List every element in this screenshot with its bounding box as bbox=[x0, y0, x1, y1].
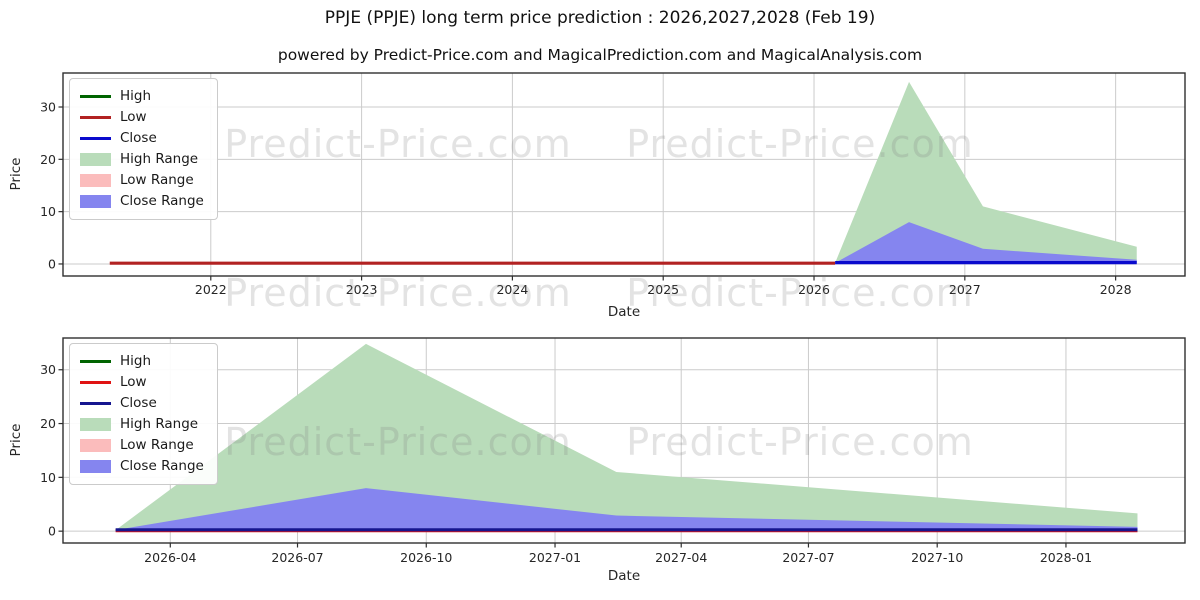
high-range-area bbox=[115, 343, 1138, 531]
legend-line-swatch bbox=[80, 94, 111, 99]
legend-label: High bbox=[120, 353, 152, 369]
legend-patch-swatch bbox=[80, 153, 111, 166]
y-axis-label: Price bbox=[8, 158, 24, 191]
legend-label: Close Range bbox=[120, 193, 204, 209]
y-tick-label: 30 bbox=[40, 362, 56, 377]
legend-line-swatch bbox=[80, 115, 111, 120]
legend-item-high: High bbox=[80, 351, 204, 372]
legend-label: Low Range bbox=[120, 437, 194, 453]
plot-border bbox=[62, 337, 1186, 544]
legend-label: Close Range bbox=[120, 458, 204, 474]
legend-label: Low bbox=[120, 374, 147, 390]
long-term-chart: 2022 2023 2024 2025 2026 2027 2028 0 10 20 30 Price… bbox=[8, 72, 1186, 320]
y-tick-label: 10 bbox=[40, 204, 56, 219]
legend-patch-swatch bbox=[80, 439, 111, 452]
legend-item-close: Close bbox=[80, 393, 204, 414]
plot-border bbox=[62, 72, 1186, 277]
x-tick-label: 2028-01 bbox=[1040, 550, 1092, 565]
x-tick-label: 2022 bbox=[195, 282, 227, 297]
legend-line-swatch bbox=[80, 380, 111, 385]
y-tick-label: 20 bbox=[40, 152, 56, 167]
x-tick-label: 2027 bbox=[949, 282, 981, 297]
high-range-area bbox=[835, 81, 1137, 264]
legend-patch-swatch bbox=[80, 460, 111, 473]
long-term-chart-legend: High Low Close High Range Low Range Close Ran… bbox=[69, 78, 218, 220]
legend-patch-swatch bbox=[80, 418, 111, 431]
legend-patch-swatch bbox=[80, 174, 111, 187]
figure-subtitle: powered by Predict-Price.com and Magical… bbox=[277, 46, 923, 64]
y-tick-label: 0 bbox=[48, 256, 56, 271]
close-range-area bbox=[835, 222, 1137, 264]
legend-item-low: Low bbox=[80, 372, 204, 393]
legend-label: High bbox=[120, 88, 152, 104]
legend-label: Close bbox=[120, 395, 157, 411]
x-tick-label: 2025 bbox=[647, 282, 679, 297]
x-tick-label: 2024 bbox=[496, 282, 528, 297]
x-tick-label: 2028 bbox=[1100, 282, 1132, 297]
x-tick-label: 2026-10 bbox=[400, 550, 452, 565]
x-axis-label: Date bbox=[608, 304, 640, 320]
legend-item-high-range: High Range bbox=[80, 149, 204, 170]
legend-label: Low bbox=[120, 109, 147, 125]
legend-patch-swatch bbox=[80, 195, 111, 208]
legend-label: Low Range bbox=[120, 172, 194, 188]
x-tick-label: 2027-04 bbox=[655, 550, 707, 565]
y-axis-label: Price bbox=[8, 424, 24, 457]
legend-item-low: Low bbox=[80, 107, 204, 128]
close-range-area bbox=[115, 488, 1138, 531]
y-tick-label: 0 bbox=[48, 524, 56, 539]
legend-line-swatch bbox=[80, 136, 111, 141]
legend-label: High Range bbox=[120, 416, 199, 432]
x-tick-label: 2027-07 bbox=[782, 550, 834, 565]
y-tick-label: 10 bbox=[40, 470, 56, 485]
legend-item-low-range: Low Range bbox=[80, 435, 204, 456]
y-tick-label: 20 bbox=[40, 416, 56, 431]
prediction-detail-chart-legend: High Low Close High Range Low Range Close Ran… bbox=[69, 343, 218, 485]
prediction-detail-chart: 2026-04 2026-07 2026-10 2027-01 2027-04 2027-… bbox=[8, 337, 1186, 584]
legend-item-close-range: Close Range bbox=[80, 191, 204, 212]
y-tick-label: 30 bbox=[40, 100, 56, 115]
x-tick-label: 2023 bbox=[346, 282, 378, 297]
legend-item-low-range: Low Range bbox=[80, 170, 204, 191]
legend-item-close: Close bbox=[80, 128, 204, 149]
x-axis-label: Date bbox=[608, 568, 640, 584]
legend-label: Close bbox=[120, 130, 157, 146]
x-tick-label: 2026-04 bbox=[144, 550, 196, 565]
legend-item-close-range: Close Range bbox=[80, 456, 204, 477]
legend-item-high-range: High Range bbox=[80, 414, 204, 435]
legend-line-swatch bbox=[80, 401, 111, 406]
legend-item-high: High bbox=[80, 86, 204, 107]
x-tick-label: 2026 bbox=[798, 282, 830, 297]
figure-title: PPJE (PPJE) long term price prediction :… bbox=[324, 8, 876, 28]
x-tick-label: 2026-07 bbox=[271, 550, 323, 565]
x-tick-label: 2027-10 bbox=[911, 550, 963, 565]
legend-label: High Range bbox=[120, 151, 199, 167]
legend-line-swatch bbox=[80, 359, 111, 364]
x-tick-label: 2027-01 bbox=[529, 550, 581, 565]
